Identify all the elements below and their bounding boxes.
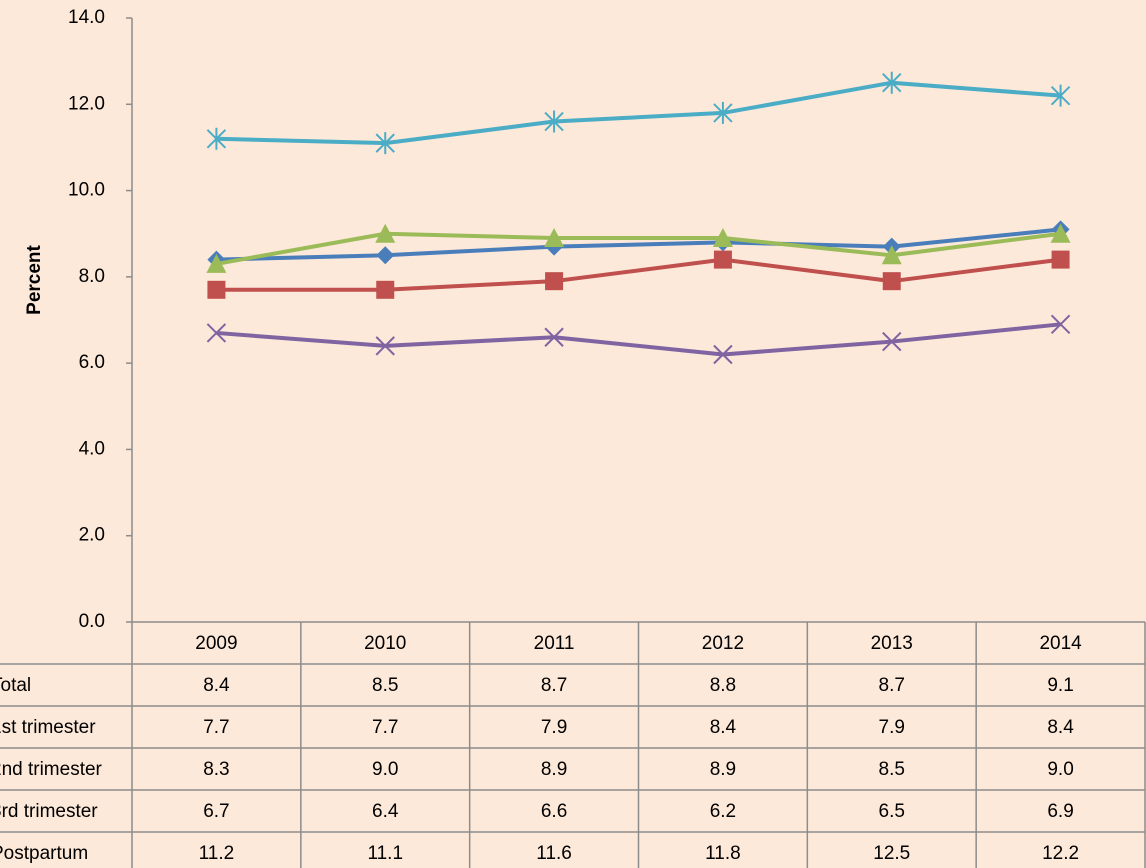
table-cell: 8.3 [203,759,229,780]
table-cell: 6.5 [879,801,905,822]
table-cell: 8.7 [541,675,567,696]
table-cell: 8.8 [710,675,736,696]
table-cell: 6.2 [710,801,736,822]
marker [1050,84,1071,107]
marker [375,132,395,155]
marker [545,272,564,291]
marker [544,110,564,133]
table-cell: 8.5 [879,759,905,780]
table-cell: 8.5 [372,675,398,696]
table-cell: 9.0 [372,759,398,780]
marker [882,71,902,94]
marker [376,246,395,265]
marker [882,272,901,291]
legend-label: 2nd trimester [0,759,103,780]
table-cell: 11.6 [536,843,572,864]
table-cell: 12.2 [1042,843,1079,864]
table-cell: 7.9 [879,717,905,738]
series-line [216,80,1061,146]
table-cell: 7.9 [541,717,567,738]
table-cell: 8.4 [710,717,737,738]
marker [713,101,733,124]
x-tick-label: 2010 [364,633,406,654]
series-line [216,322,1061,357]
marker [376,280,395,299]
y-axis-title: Percent [24,244,45,314]
marker [544,327,564,347]
table-cell: 9.1 [1047,675,1073,696]
x-tick-label: 2011 [534,633,575,654]
table-cell: 8.4 [203,675,230,696]
table-cell: 11.2 [199,843,235,864]
marker [712,228,733,248]
table-cell: 6.9 [1047,801,1073,822]
table-cell: 11.1 [367,843,403,864]
x-tick-label: 2009 [195,633,237,654]
marker [881,245,902,265]
marker [713,344,733,365]
marker [1050,223,1071,243]
x-tick-label: 2012 [702,633,744,654]
table-cell: 9.0 [1047,759,1073,780]
table-cell: 8.9 [541,759,567,780]
marker [882,331,902,352]
marker [207,280,226,299]
table-cell: 7.7 [203,717,229,738]
marker [1050,314,1071,335]
table-cell: 8.9 [710,759,736,780]
y-tick-label: 0.0 [79,611,105,632]
table-cell: 6.6 [541,801,567,822]
y-tick-label: 12.0 [68,93,105,114]
y-tick-label: 4.0 [79,438,105,459]
series-line [216,257,1061,292]
x-tick-label: 2014 [1039,633,1082,654]
marker [206,253,227,273]
marker [375,223,396,243]
table-cell: 12.5 [873,843,910,864]
marker [713,250,732,269]
table-cell: 8.4 [1047,717,1074,738]
marker [375,336,395,356]
legend-label: Total [0,675,31,696]
marker [206,127,227,150]
y-tick-label: 2.0 [79,525,105,546]
marker [206,323,227,343]
legend-label: 3rd trimester [0,801,98,822]
y-tick-label: 14.0 [68,7,105,28]
table-cell: 11.8 [705,843,741,864]
y-tick-label: 6.0 [79,352,105,373]
legend-label: Postpartum [0,843,88,864]
series-line [216,227,1061,262]
table-cell: 8.7 [879,675,905,696]
y-tick-label: 8.0 [79,266,105,287]
table-cell: 6.7 [203,801,229,822]
series-line [216,231,1061,266]
y-tick-label: 10.0 [68,180,105,201]
table-cell: 6.4 [372,801,399,822]
legend-label: 1st trimester [0,717,96,738]
table-cell: 7.7 [372,717,398,738]
x-tick-label: 2013 [871,633,913,654]
marker [544,228,565,248]
marker [1051,250,1070,269]
